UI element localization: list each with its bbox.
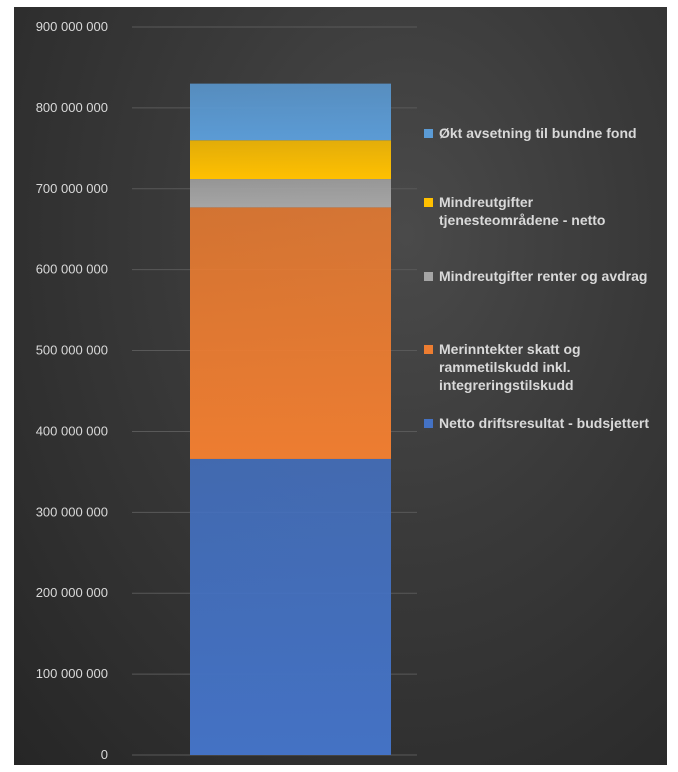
bar-segment <box>190 458 391 755</box>
legend-swatch <box>424 129 433 138</box>
y-tick-label: 0 <box>101 747 108 762</box>
legend-swatch <box>424 419 433 428</box>
y-tick-label: 200 000 000 <box>36 585 108 600</box>
legend-item-renter-avdrag: Mindreutgifter renter og avdrag <box>424 267 654 285</box>
legend-item-tjenesteomradene: Mindreutgifter tjenesteområdene - netto <box>424 193 654 229</box>
bar-segment <box>190 179 391 208</box>
y-tick-label: 500 000 000 <box>36 343 108 358</box>
legend-label: Økt avsetning til bundne fond <box>439 125 637 141</box>
legend-label: Merinntekter skatt og rammetilskudd inkl… <box>439 341 581 393</box>
stacked-bar-chart: 0 100 000 000 200 000 000 300 000 000 400 00… <box>36 19 417 762</box>
y-tick-label: 300 000 000 <box>36 504 108 519</box>
chart-area: 0 100 000 000 200 000 000 300 000 000 400 00… <box>14 7 667 765</box>
y-tick-label: 400 000 000 <box>36 423 108 438</box>
y-tick-label: 100 000 000 <box>36 666 108 681</box>
bar-segment <box>190 207 391 459</box>
legend-item-netto-driftsresultat: Netto driftsresultat - budsjettert <box>424 414 654 432</box>
y-tick-label: 900 000 000 <box>36 19 108 34</box>
legend-item-skatt-rammetilskudd: Merinntekter skatt og rammetilskudd inkl… <box>424 340 654 394</box>
legend-swatch <box>424 198 433 207</box>
bar-stack <box>190 83 391 755</box>
legend-label: Mindreutgifter renter og avdrag <box>439 268 648 284</box>
legend-swatch <box>424 345 433 354</box>
bar-segment <box>190 140 391 180</box>
bar-segment <box>190 83 391 141</box>
legend-label: Mindreutgifter tjenesteområdene - netto <box>439 194 606 228</box>
y-tick-label: 700 000 000 <box>36 181 108 196</box>
y-axis: 0 100 000 000 200 000 000 300 000 000 400 00… <box>36 19 108 762</box>
legend-item-bundne-fond: Økt avsetning til bundne fond <box>424 124 654 142</box>
legend-label: Netto driftsresultat - budsjettert <box>439 415 650 431</box>
legend-swatch <box>424 272 433 281</box>
y-tick-label: 800 000 000 <box>36 100 108 115</box>
y-tick-label: 600 000 000 <box>36 262 108 277</box>
legend: Økt avsetning til bundne fond Mindreutgi… <box>424 7 664 765</box>
